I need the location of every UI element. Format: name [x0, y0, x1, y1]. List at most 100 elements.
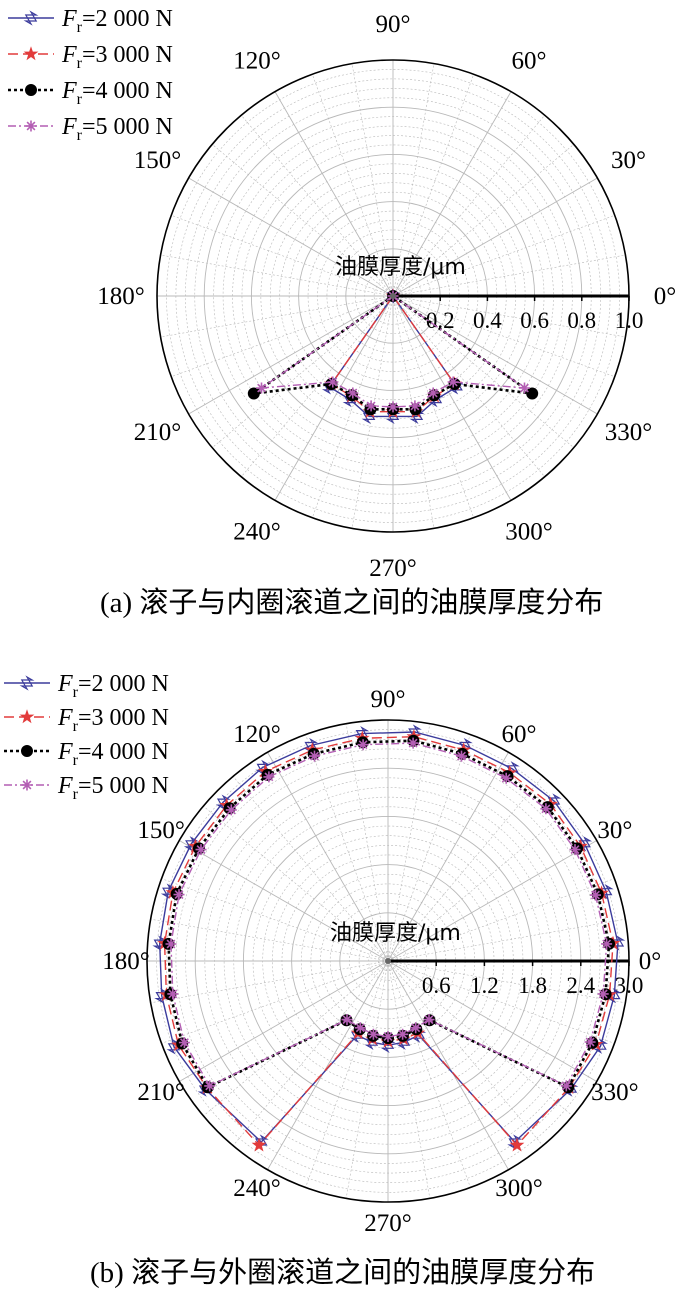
legend-label-symbol: F	[61, 6, 77, 32]
legend-label-symbol: F	[61, 114, 77, 140]
data-point	[546, 793, 562, 809]
radial-tick-label: 0.6	[422, 973, 451, 998]
data-point	[577, 836, 593, 852]
angle-tick-label: 240°	[233, 1175, 281, 1202]
radial-axis-label: 油膜厚度/μm	[330, 921, 461, 946]
legend-entry-1: Fr=2 000 N	[4, 671, 169, 701]
data-point	[407, 737, 419, 749]
legend-label: Fr=3 000 N	[57, 705, 169, 735]
data-point	[354, 1022, 366, 1034]
angle-tick-label: 120°	[233, 47, 281, 74]
grid-spoke	[188, 177, 394, 297]
series-3	[162, 734, 616, 1094]
panel-b: 0.6 1.2 1.8 2.4 3.0 油膜厚度/μm 0° 30° 60° 90° 120° 150…	[4, 671, 661, 1237]
data-point	[597, 988, 609, 1000]
legend-marker	[19, 709, 35, 724]
legend-label-value: =4 000 N	[82, 78, 173, 104]
grid-spoke	[150, 918, 389, 962]
grid-spoke	[392, 115, 545, 297]
grid-spoke	[160, 254, 394, 297]
legend-label-subscript: r	[77, 91, 83, 108]
grid-spoke	[387, 723, 431, 962]
data-point	[165, 938, 177, 950]
data-point	[396, 1034, 412, 1050]
series-line	[170, 742, 608, 1087]
angle-tick-label: 60°	[502, 721, 537, 748]
legend-entry-3: Fr=4 000 N	[4, 739, 169, 769]
data-point	[519, 382, 530, 394]
grid-spoke	[267, 960, 389, 1170]
data-point	[385, 408, 401, 425]
radial-tick-label: 1.8	[518, 973, 547, 998]
data-point	[447, 376, 459, 388]
angle-tick-label: 150°	[134, 147, 182, 174]
caption-b: (b) 滚子与外圈滚道之间的油膜厚度分布	[90, 1256, 595, 1289]
grid-spoke	[392, 295, 626, 338]
grid-spoke	[232, 960, 389, 1146]
grid-spoke	[387, 840, 597, 962]
legend-marker	[25, 84, 37, 96]
series-line	[163, 735, 614, 1147]
angle-tick-label: 30°	[597, 817, 632, 844]
legend-label-value: =3 000 N	[82, 42, 173, 68]
legend-label-symbol: F	[57, 705, 73, 731]
legend-label: Fr=4 000 N	[57, 739, 169, 769]
grid-spoke	[161, 960, 389, 1044]
data-point	[423, 1014, 435, 1026]
polar-center	[385, 958, 391, 964]
legend-label-symbol: F	[57, 773, 73, 799]
data-point	[428, 391, 444, 408]
grid-spoke	[387, 776, 544, 962]
polar-center	[390, 293, 396, 299]
grid-spoke	[241, 295, 394, 477]
legend-marker	[21, 779, 33, 791]
grid-spoke	[160, 295, 394, 338]
legend-entry-1: Fr=2 000 N	[8, 6, 173, 36]
radial-tick-label: 3.0	[615, 973, 644, 998]
data-point	[411, 1027, 427, 1043]
grid-spoke	[345, 960, 389, 1199]
legend-entry-4: Fr=5 000 N	[8, 114, 173, 144]
angle-tick-label: 0°	[639, 948, 662, 975]
legend-marker	[23, 46, 39, 61]
data-point	[247, 387, 260, 400]
grid-spoke	[179, 960, 389, 1082]
grid-spoke	[392, 295, 615, 377]
data-point	[456, 750, 467, 762]
angle-tick-label: 90°	[376, 11, 411, 38]
data-point	[593, 1038, 608, 1054]
legend-label: Fr=2 000 N	[61, 6, 173, 36]
series-line	[328, 295, 458, 418]
grid-spoke	[241, 115, 394, 297]
data-point	[509, 1137, 525, 1152]
data-point	[569, 844, 581, 856]
legend-label: Fr=3 000 N	[61, 42, 173, 72]
grid-spoke	[203, 960, 389, 1117]
data-point	[598, 884, 614, 900]
legend-entry-2: Fr=3 000 N	[4, 705, 169, 735]
legend-label-subscript: r	[77, 19, 83, 36]
series-line	[158, 731, 619, 1144]
legend-label: Fr=4 000 N	[61, 78, 173, 108]
data-point	[256, 382, 267, 394]
angle-tick-label: 330°	[591, 1079, 639, 1106]
grid-spoke	[267, 752, 389, 962]
grid-spoke	[387, 960, 573, 1117]
radial-tick-label: 0.4	[473, 308, 502, 333]
legend-label: Fr=5 000 N	[61, 114, 173, 144]
grid-spoke	[392, 295, 598, 415]
grid-spoke	[387, 960, 544, 1146]
grid-spoke	[387, 805, 573, 962]
data-point	[365, 400, 377, 412]
grid-spoke	[392, 74, 474, 297]
legend-entry-4: Fr=5 000 N	[4, 773, 169, 803]
legend-entry-3: Fr=4 000 N	[8, 78, 173, 108]
data-point	[387, 401, 399, 413]
grid-spoke	[392, 295, 474, 518]
data-point	[225, 804, 237, 816]
legend-label-subscript: r	[77, 55, 83, 72]
grid-spoke	[387, 734, 471, 962]
legend-label-subscript: r	[73, 684, 79, 701]
data-point	[397, 1028, 409, 1040]
